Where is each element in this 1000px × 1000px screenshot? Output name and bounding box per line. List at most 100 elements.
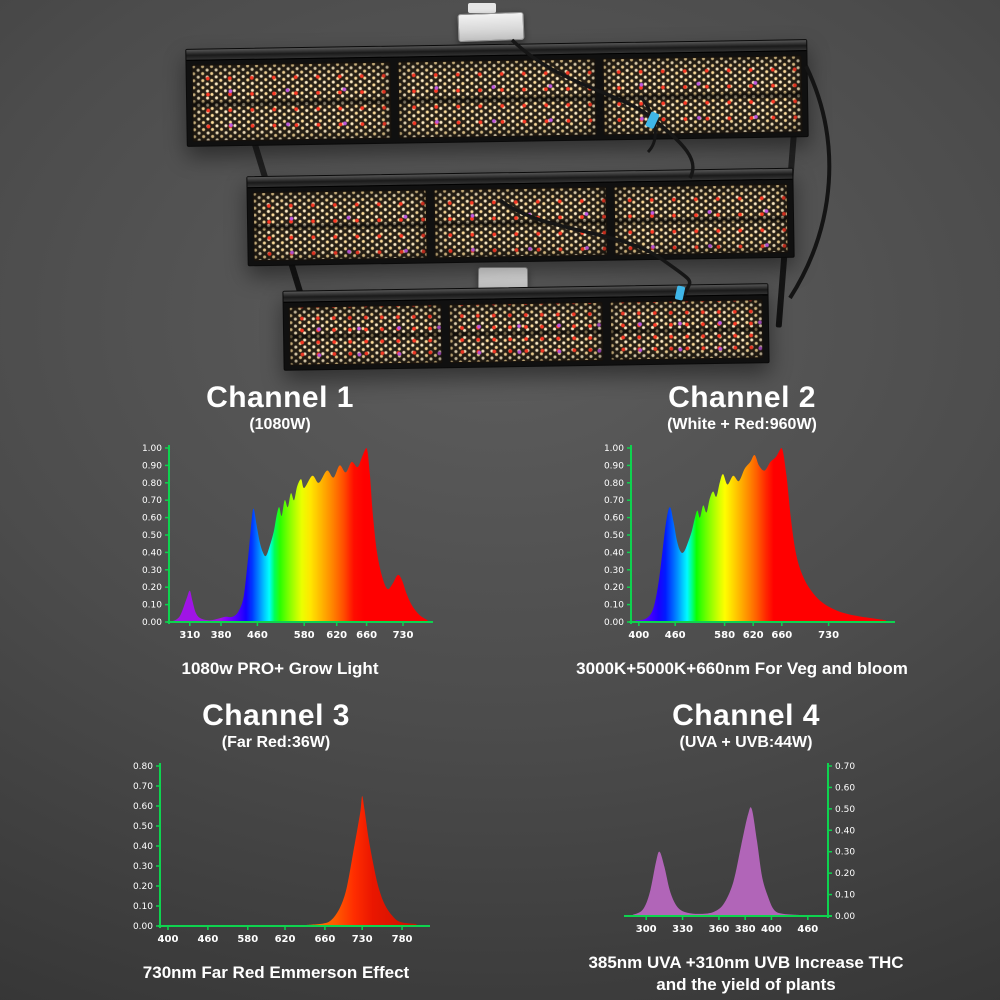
channel-2-subtitle: (White + Red:960W) [667,415,817,433]
channel-1-section: Channel 1 (1080W) 0.00 0.10 0.20 0.30 0.40 0.… [90,382,470,680]
svg-text:620: 620 [743,630,764,641]
svg-text:730: 730 [352,934,373,945]
channel-3-spectrum-chart: 0.00 0.10 0.20 0.30 0.40 0.50 0.60 0.70 0.80 400 4… [116,758,436,954]
svg-text:0.50: 0.50 [835,804,855,814]
svg-text:380: 380 [735,924,756,935]
svg-text:0.40: 0.40 [133,842,153,852]
svg-text:730: 730 [818,630,839,641]
channel-2-section: Channel 2 (White + Red:960W) 0.00 0.10 0.2… [552,382,932,680]
svg-text:620: 620 [326,630,347,641]
svg-text:0.30: 0.30 [133,862,153,872]
channel-1-spectrum-chart: 0.00 0.10 0.20 0.30 0.40 0.50 0.60 0.70 0.80 0.90… [125,440,435,650]
svg-text:0.20: 0.20 [142,583,162,593]
svg-text:1.00: 1.00 [142,444,162,454]
svg-text:0.60: 0.60 [133,802,153,812]
svg-text:0.10: 0.10 [835,890,855,900]
svg-text:0.70: 0.70 [604,496,624,506]
svg-text:300: 300 [636,924,657,935]
svg-text:310: 310 [179,630,200,641]
svg-text:0.60: 0.60 [604,513,624,523]
svg-text:0.00: 0.00 [604,618,624,628]
svg-text:0.00: 0.00 [142,618,162,628]
svg-text:0.00: 0.00 [133,922,153,932]
light-bar-1 [185,39,809,147]
svg-text:0.80: 0.80 [142,478,162,488]
svg-text:660: 660 [771,630,792,641]
svg-text:1.00: 1.00 [604,444,624,454]
svg-text:660: 660 [356,630,377,641]
svg-text:0.20: 0.20 [604,583,624,593]
channel-4-spectrum-chart: 0.00 0.10 0.20 0.30 0.40 0.50 0.60 0.70 300 330 36… [616,758,876,944]
svg-text:660: 660 [314,934,335,945]
channel-4-section: Channel 4 (UVA + UVB:44W) 0.00 0.10 0.20 0.… [556,700,936,996]
svg-text:620: 620 [275,934,296,945]
svg-text:0.50: 0.50 [142,531,162,541]
svg-text:0.40: 0.40 [835,826,855,836]
light-bar-1-body [186,51,807,146]
svg-text:730: 730 [393,630,414,641]
channel-2-title: Channel 2 [668,381,816,414]
channel-3-section: Channel 3 (Far Red:36W) 0.00 0.10 0.20 0.30… [86,700,466,984]
svg-text:0.50: 0.50 [604,531,624,541]
light-bar-2 [246,167,795,267]
svg-text:380: 380 [211,630,232,641]
svg-text:330: 330 [672,924,693,935]
svg-text:0.10: 0.10 [133,902,153,912]
led-panel [448,301,604,364]
svg-text:0.70: 0.70 [835,762,855,772]
channel-1-spectrum-svg: 0.00 0.10 0.20 0.30 0.40 0.50 0.60 0.70 0.80 0.90… [142,444,433,641]
channel-2-caption: 3000K+5000K+660nm For Veg and bloom [576,658,908,678]
channel-1-subtitle: (1080W) [249,415,311,433]
led-panel [602,55,803,136]
light-bar-3 [282,283,770,371]
svg-text:0.30: 0.30 [142,565,162,575]
svg-text:360: 360 [708,924,729,935]
svg-text:0.80: 0.80 [133,762,153,772]
svg-text:0.60: 0.60 [142,513,162,523]
driver-box-top [457,11,525,43]
svg-text:0.90: 0.90 [142,461,162,471]
svg-text:460: 460 [665,630,686,641]
hanger-bracket [468,3,496,13]
svg-text:0.20: 0.20 [133,882,153,892]
svg-text:580: 580 [294,630,315,641]
svg-text:0.60: 0.60 [835,783,855,793]
channel-1-title: Channel 1 [206,381,354,414]
channel-1-caption: 1080w PRO+ Grow Light [181,658,379,678]
svg-text:400: 400 [158,934,179,945]
channel-4-caption: 385nm UVA +310nm UVB Increase THC and th… [588,952,904,994]
light-bar-2-body [248,180,794,266]
grow-light-fixture [0,0,1000,378]
led-panel [252,189,428,262]
svg-text:0.40: 0.40 [142,548,162,558]
channel-4-title: Channel 4 [672,699,820,732]
svg-text:0.10: 0.10 [142,600,162,610]
svg-text:580: 580 [237,934,258,945]
svg-text:0.50: 0.50 [133,822,153,832]
channel-3-subtitle: (Far Red:36W) [221,733,331,751]
svg-text:400: 400 [761,924,782,935]
channel-4-subtitle: (UVA + UVB:44W) [679,733,813,751]
channel-4-spectrum-svg: 0.00 0.10 0.20 0.30 0.40 0.50 0.60 0.70 300 330 36… [624,762,855,935]
svg-text:0.70: 0.70 [133,782,153,792]
svg-text:0.70: 0.70 [142,496,162,506]
channel-3-caption: 730nm Far Red Emmerson Effect [142,962,410,982]
led-panel [609,299,764,361]
svg-text:0.20: 0.20 [835,869,855,879]
svg-text:780: 780 [392,934,413,945]
svg-text:0.10: 0.10 [604,600,624,610]
channel-2-spectrum-svg: 0.00 0.10 0.20 0.30 0.40 0.50 0.60 0.70 0.80 0.90… [604,444,895,641]
svg-text:0.40: 0.40 [604,548,624,558]
svg-text:460: 460 [197,934,218,945]
led-panel [613,183,789,256]
led-panel [397,58,598,139]
svg-text:0.30: 0.30 [604,565,624,575]
channel-3-spectrum-svg: 0.00 0.10 0.20 0.30 0.40 0.50 0.60 0.70 0.80 400 4… [133,762,430,945]
svg-text:0.80: 0.80 [604,478,624,488]
svg-text:400: 400 [628,630,649,641]
light-bar-3-body [284,295,769,370]
svg-text:580: 580 [714,630,735,641]
led-panel [191,61,392,142]
svg-text:0.00: 0.00 [835,912,855,922]
